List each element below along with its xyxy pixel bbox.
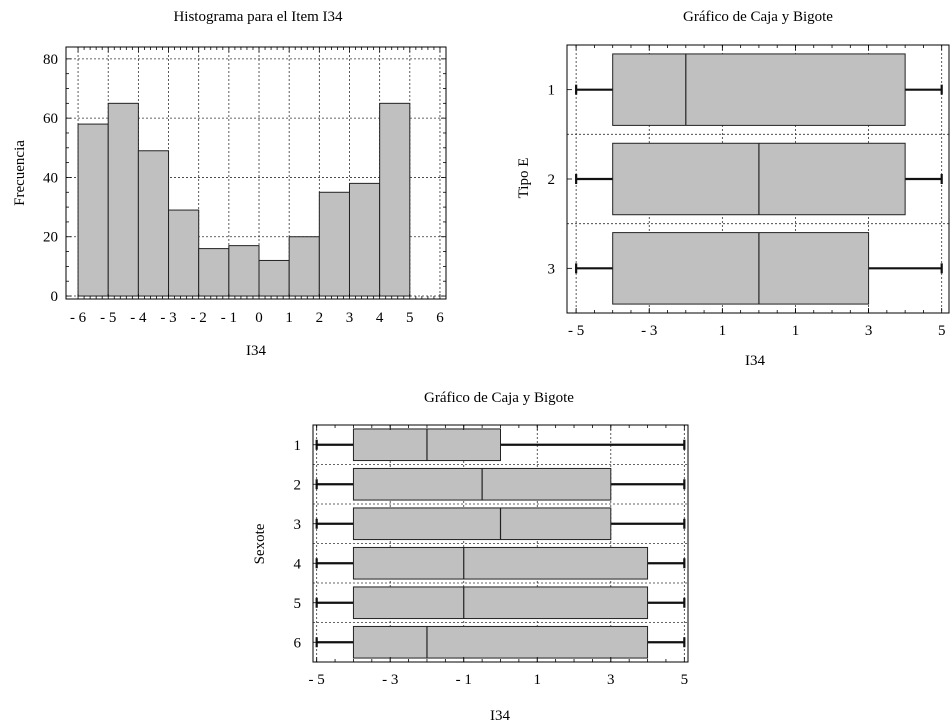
histogram-bar — [228, 245, 260, 297]
histogram-x-tick-label: - 1 — [221, 310, 237, 326]
boxplot-tipo-e-box — [612, 53, 906, 126]
histogram-x-label: I34 — [246, 343, 266, 359]
boxplot-sexote-x-tick-label: - 5 — [309, 672, 325, 688]
boxplot-tipo-e-y-tick-label: 1 — [548, 83, 556, 99]
boxplot-tipo-e-x-tick-label: - 5 — [568, 323, 584, 339]
boxplot-sexote-x-tick-label: 3 — [607, 672, 615, 688]
boxplot-tipo-e-x-tick-label: 3 — [865, 323, 873, 339]
boxplot-tipo-e-boxes — [575, 53, 943, 305]
boxplot-tipo-e-x-tick-label: 1 — [792, 323, 800, 339]
histogram-title: Histograma para el Item I34 — [173, 9, 343, 25]
histogram-bar — [77, 123, 109, 297]
boxplot-sexote-x-tick-label: - 1 — [456, 672, 472, 688]
histogram-y-label: Frecuencia — [12, 140, 28, 206]
histogram-x-tick-label: 4 — [376, 310, 384, 326]
boxplot-tipo-e-y-label: Tipo E — [516, 158, 532, 199]
boxplot-sexote-y-tick-label: 4 — [294, 556, 302, 572]
boxplot-sexote-y-tick-label: 2 — [294, 477, 302, 493]
histogram-bar — [258, 259, 290, 297]
histogram-bars — [77, 102, 411, 297]
histogram-y-tick-label: 0 — [51, 289, 59, 305]
boxplot-sexote-box — [352, 507, 612, 541]
histogram-bar — [318, 191, 350, 297]
histogram-x-tick-label: - 4 — [130, 310, 147, 326]
boxplot-sexote-frame — [312, 424, 689, 663]
boxplot-tipo-e-y-tick-label: 3 — [548, 261, 556, 277]
histogram-x-tick-label: - 3 — [160, 310, 176, 326]
histogram-x-tick-label: 3 — [346, 310, 354, 326]
histogram-x-tick-label: - 2 — [191, 310, 207, 326]
histogram-y-tick-label: 20 — [43, 230, 58, 246]
boxplot-sexote-grid — [313, 425, 688, 662]
boxplot-sexote-y-label: Sexote — [252, 523, 268, 564]
histogram-bar — [379, 102, 411, 297]
histogram-x-tick-label: - 6 — [70, 310, 87, 326]
boxplot-sexote-box — [352, 625, 649, 659]
boxplot-sexote-x-label: I34 — [490, 708, 510, 724]
boxplot-sexote-boxes — [315, 428, 686, 659]
histogram-x-tick-label: 1 — [285, 310, 293, 326]
boxplot-sexote-x-tick-label: 1 — [534, 672, 542, 688]
histogram-x-tick-label: 5 — [406, 310, 414, 326]
boxplot-tipo-e-y-tick-label: 2 — [548, 172, 556, 188]
histogram-x-tick-label: - 5 — [100, 310, 116, 326]
histogram-bar — [137, 150, 170, 297]
histogram-frame — [65, 46, 447, 300]
histogram-bar — [168, 209, 200, 297]
boxplot-tipo-e-x-tick-label: - 3 — [641, 323, 657, 339]
histogram-y-tick-label: 40 — [43, 170, 58, 186]
histogram-bar — [107, 102, 139, 297]
boxplot-sexote-box — [352, 546, 649, 580]
boxplot-sexote-y-tick-label: 6 — [294, 635, 302, 651]
boxplot-tipo-e-x-tick-label: 1 — [719, 323, 727, 339]
histogram-y-tick-label: 80 — [43, 52, 58, 68]
boxplot-sexote-x-tick-label: 5 — [681, 672, 689, 688]
histogram-bar — [288, 236, 320, 297]
boxplot-tipo-e-x-label: I34 — [745, 353, 765, 369]
histogram-x-ticks: - 6 - 5 - 4 - 3 - 2 - 1 0 1 2 3 4 5 6 — [70, 47, 444, 326]
boxplot-tipo-e-title: Gráfico de Caja y Bigote — [683, 9, 833, 25]
boxplot-sexote-y-tick-label: 3 — [294, 517, 302, 533]
histogram-y-ticks: 0 20 40 60 80 — [43, 52, 446, 305]
boxplot-sexote-chart: Gráfico de Caja y Bigote - 5 - 3 - 1 1 3 5 1 2… — [252, 390, 689, 724]
boxplot-sexote-y-tick-label: 5 — [294, 596, 302, 612]
boxplot-sexote-y-tick-label: 1 — [294, 438, 302, 454]
boxplot-tipo-e-y-ticks: 1 2 3 — [548, 83, 572, 277]
boxplot-sexote-y-ticks: 1 2 3 4 5 6 — [294, 438, 318, 651]
histogram-x-tick-label: 0 — [255, 310, 263, 326]
boxplot-sexote-x-ticks: - 5 - 3 - 1 1 3 5 — [309, 425, 689, 688]
histogram-x-tick-label: 2 — [316, 310, 324, 326]
histogram-bar — [198, 248, 230, 297]
histogram-bar — [348, 182, 381, 297]
boxplot-sexote-box — [352, 586, 649, 620]
boxplot-sexote-title: Gráfico de Caja y Bigote — [424, 390, 574, 406]
boxplot-sexote-x-tick-label: - 3 — [382, 672, 398, 688]
boxplot-tipo-e-box — [612, 232, 870, 305]
histogram-y-tick-label: 60 — [43, 111, 58, 127]
histogram-chart: Histograma para el Item I34 - 6 - 5 - 4 - 3… — [12, 9, 447, 359]
histogram-x-tick-label: 6 — [436, 310, 444, 326]
boxplot-tipo-e-x-tick-label: 5 — [938, 323, 946, 339]
boxplot-tipo-e-frame — [566, 44, 950, 314]
